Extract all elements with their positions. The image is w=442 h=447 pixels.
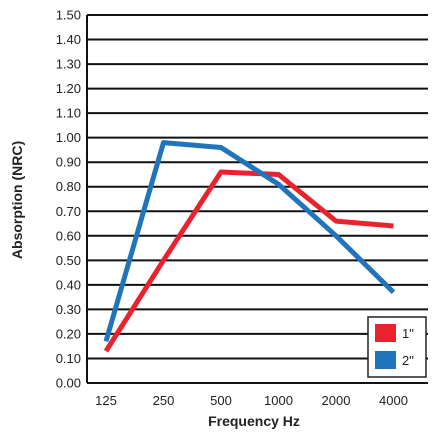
x-axis-tick-labels: 125 250 500 1000 2000 4000 <box>95 393 408 408</box>
y-tick-label: 1.10 <box>56 106 81 121</box>
x-axis-title: Frequency Hz <box>208 413 300 429</box>
y-tick-label: 0.30 <box>56 302 81 317</box>
y-tick-label: 0.50 <box>56 253 81 268</box>
y-tick-label: 1.40 <box>56 32 81 47</box>
legend-label-2: 2" <box>402 353 414 368</box>
x-tick-label: 500 <box>210 393 232 408</box>
x-tick-label: 125 <box>95 393 117 408</box>
y-tick-label: 0.60 <box>56 228 81 243</box>
gridlines <box>86 14 428 384</box>
legend-swatch-1 <box>375 324 396 342</box>
y-tick-label: 0.10 <box>56 351 81 366</box>
x-tick-label: 4000 <box>379 393 408 408</box>
x-tick-label: 250 <box>153 393 175 408</box>
y-tick-label: 0.20 <box>56 326 81 341</box>
x-tick-label: 2000 <box>322 393 351 408</box>
series-lines <box>103 140 396 353</box>
y-tick-label: 0.90 <box>56 155 81 170</box>
series-line-2 <box>103 140 396 342</box>
y-tick-label: 1.20 <box>56 81 81 96</box>
x-tick-label: 1000 <box>264 393 293 408</box>
y-axis-title: Absorption (NRC) <box>9 141 25 259</box>
legend-box <box>367 316 427 378</box>
y-axis-tick-labels: 0.00 0.10 0.20 0.30 0.40 0.50 0.60 0.70 0.80 0.90… <box>56 8 81 391</box>
y-tick-label: 0.80 <box>56 179 81 194</box>
legend-label-1: 1" <box>402 326 414 341</box>
y-tick-label: 0.00 <box>56 376 81 391</box>
y-tick-label: 1.00 <box>56 130 81 145</box>
y-tick-label: 0.70 <box>56 204 81 219</box>
legend-swatch-2 <box>375 351 396 369</box>
y-tick-label: 1.30 <box>56 57 81 72</box>
legend: 1" 2" <box>367 316 427 378</box>
y-tick-label: 0.40 <box>56 277 81 292</box>
series-line-1 <box>103 169 394 353</box>
y-tick-label: 1.50 <box>56 8 81 23</box>
